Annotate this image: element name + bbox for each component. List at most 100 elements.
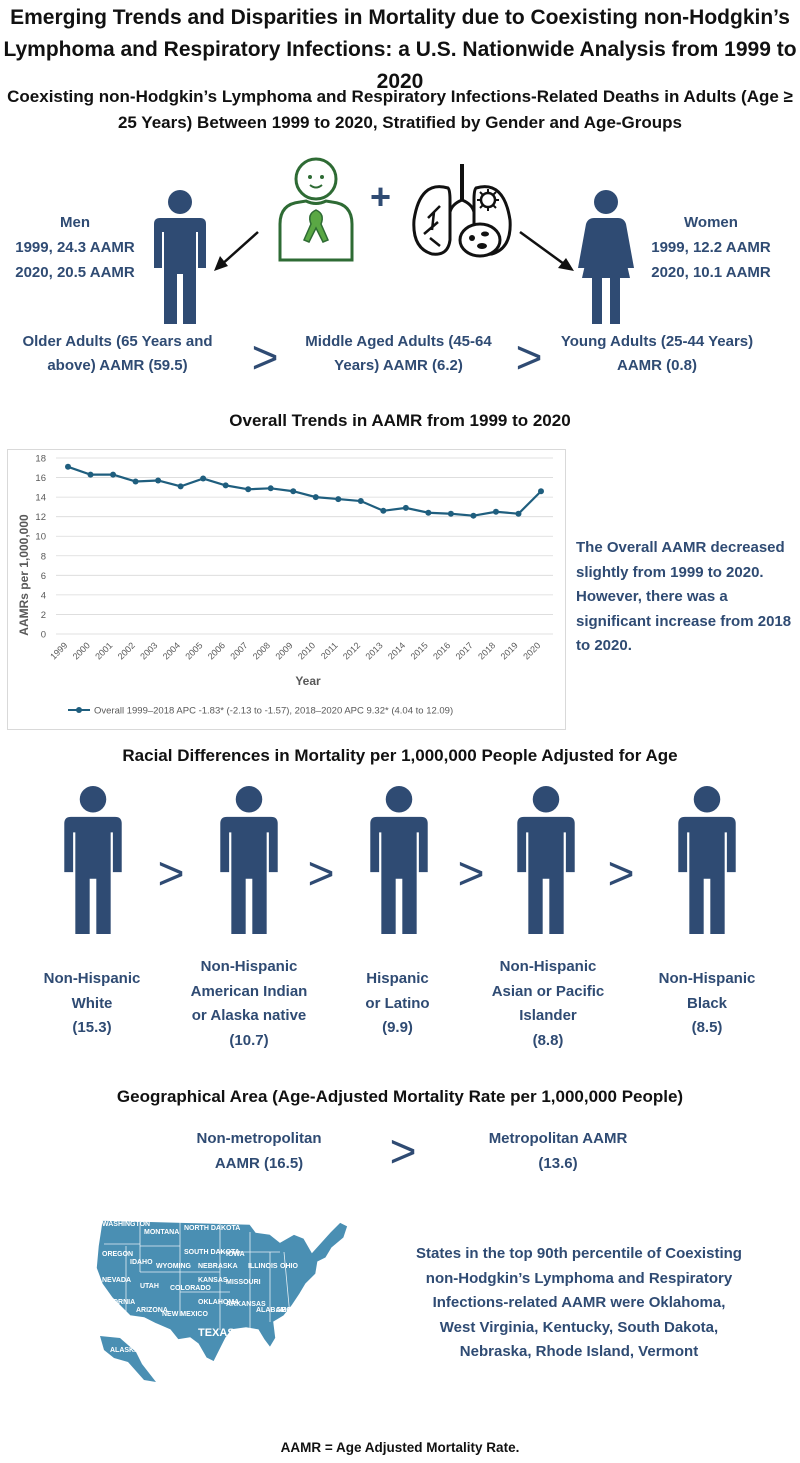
x-tick-label: 2018 [476,640,497,661]
x-tick-label: 2012 [341,640,362,661]
map-state-label: ARIZONA [136,1307,168,1314]
race-group-black: Non-Hispanic Black (8.5) [646,967,768,1041]
race-label: White [71,994,113,1012]
line-chart: 0 2 4 6 8 10 12 14 16 18 1999 2000 2001 2002 2003 2004… [17,454,553,717]
map-state-label: IOWA [226,1251,245,1258]
lungs-virus-icon [412,164,512,258]
men-1999: 1999, 24.3 AAMR [15,239,135,256]
data-point [290,488,297,495]
x-tick-label: 2014 [386,640,407,661]
race-label: Islander [519,1007,577,1024]
y-tick-label: 18 [35,454,46,465]
men-stats: Men 1999, 24.3 AAMR 2020, 20.5 AAMR [0,210,150,285]
greater-than-sign: > [389,1125,417,1177]
nonmetro-label: Non-metropolitan [196,1130,322,1147]
x-tick-label: 2003 [138,640,159,661]
series-line [67,465,542,517]
greater-than-sign: > [307,847,335,899]
data-point [492,508,499,515]
race-label: Hispanic [366,970,429,987]
x-tick-label: 2020 [521,640,542,661]
x-tick-label: 2000 [71,640,92,661]
x-tick-label: 2006 [206,640,227,661]
x-tick-label: 1999 [48,640,69,661]
trends-title: Overall Trends in AAMR from 1999 to 2020 [229,411,571,430]
person-icon [64,786,122,934]
legend-marker [76,707,82,713]
x-tick-label: 2008 [251,640,272,661]
race-value: (9.9) [382,1019,413,1036]
race-value: (8.8) [532,1031,564,1049]
y-tick-label: 10 [35,532,46,543]
map-state-label: GEORGIA [276,1307,309,1314]
legend-label: Overall 1999–2018 APC -1.83* (-2.13 to -… [94,706,453,717]
map-state-label: MONTANA [144,1229,179,1236]
map-state-label: IDAHO [130,1259,153,1266]
women-2020: 2020, 10.1 AAMR [651,264,771,281]
data-point [425,509,432,516]
race-value: (8.5) [691,1019,723,1036]
race-value: (10.7) [229,1031,269,1049]
page-title: Emerging Trends and Disparities in Morta… [3,6,797,93]
race-group-american-indian: Non-Hispanic American Indian or Alaska n… [178,955,320,1053]
x-tick-label: 2011 [319,640,340,661]
x-tick-label: 2004 [161,640,182,661]
x-tick-label: 2005 [183,640,204,661]
data-point [335,496,342,503]
data-point [515,510,522,517]
y-tick-label: 12 [35,512,46,523]
map-state-label: MISSOURI [226,1279,261,1286]
x-tick-label: 2017 [454,640,475,661]
age-middle-adults: Middle Aged Adults (45-64 Years) AAMR (6… [305,333,492,374]
y-tick-label: 8 [41,551,46,562]
map-state-label: NORTH DAKOTA [184,1225,240,1232]
y-tick-label: 16 [35,473,46,484]
race-label: Non-Hispanic [499,958,597,975]
data-point [470,512,477,519]
map-state-label: ILLINOIS [248,1263,278,1270]
x-tick-label: 2019 [499,640,520,661]
patient-ribbon-icon [278,157,354,262]
data-point [267,485,274,492]
metro-stat: Metropolitan AAMR (13.6) [470,1126,646,1176]
race-label: Black [686,994,728,1012]
race-group-asian: Non-Hispanic Asian or Pacific Islander (… [478,955,618,1053]
footer-note: AAMR = Age Adjusted Mortality Rate. [280,1440,520,1455]
geo-title: Geographical Area (Age-Adjusted Mortalit… [116,1087,684,1106]
arrow-right-down-icon [519,230,574,271]
women-stats: Women 1999, 12.2 AAMR 2020, 10.1 AAMR [636,210,786,285]
chart-container: 0 2 4 6 8 10 12 14 16 18 1999 2000 2001 2002 2003 2004… [7,449,566,730]
race-label: or Latino [365,994,430,1012]
x-tick-label: 2007 [228,640,249,661]
alaska-shape [100,1336,156,1382]
greater-than-sign: > [607,847,635,899]
y-tick-label: 4 [41,590,46,601]
subtitle: Coexisting non-Hodgkin’s Lymphoma and Re… [7,87,793,132]
race-label: or Alaska native [191,1007,307,1024]
race-group-hispanic: Hispanic or Latino (9.9) [340,967,455,1041]
women-label: Women [684,214,738,231]
x-tick-label: 2015 [409,640,430,661]
greater-than-sign: > [457,847,485,899]
greater-than-sign: > [251,331,279,383]
map-state-label: KANSAS [198,1277,228,1284]
metro-value: (13.6) [538,1155,578,1172]
greater-than-sign: > [157,847,185,899]
map-state-label: UTAH [140,1283,159,1290]
data-point [222,482,229,489]
metro-label: Metropolitan AAMR [488,1130,628,1147]
data-point [155,477,162,484]
women-1999: 1999, 12.2 AAMR [651,239,771,256]
map-state-label: OKLAHOMA [198,1299,239,1306]
x-tick-label: 2009 [273,640,294,661]
data-point [177,483,184,490]
race-label: Non-Hispanic [658,970,756,987]
map-state-label: ALABAMA [256,1307,291,1314]
map-state-label: ALASKA [110,1347,139,1354]
map-state-label: WASHINGTON [102,1221,150,1228]
plus-sign: + [370,176,392,217]
y-tick-label: 0 [41,630,46,641]
race-label: American Indian [190,982,308,1000]
data-point [538,488,544,495]
y-axis-label: AAMRs per 1,000,000 [17,514,31,636]
